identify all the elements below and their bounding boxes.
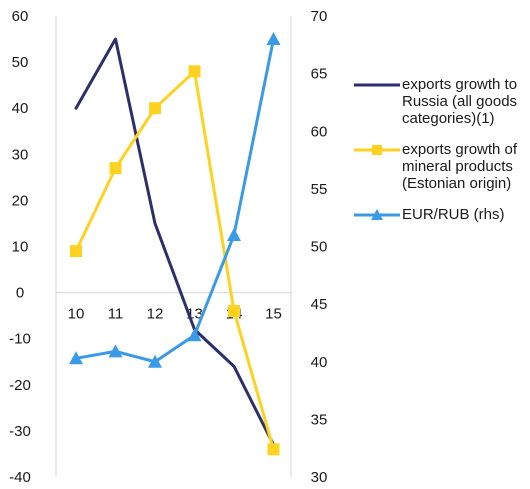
x-axis-ticks: 101112131415 xyxy=(68,306,282,323)
legend-label: exports growth of mineral products (Esto… xyxy=(402,141,518,192)
left-tick-label: 20 xyxy=(12,192,29,209)
left-tick-label: 30 xyxy=(12,146,29,163)
legend-key-square-marker xyxy=(354,141,402,159)
x-tick-label: 10 xyxy=(68,306,85,323)
data-point-triangle xyxy=(266,32,281,46)
left-tick-label: 10 xyxy=(12,239,29,256)
left-tick-label: 50 xyxy=(12,54,29,71)
x-tick-label: 11 xyxy=(108,306,124,323)
legend-key-triangle-marker xyxy=(354,206,402,224)
data-point-square xyxy=(188,65,201,78)
right-tick-label: 65 xyxy=(311,66,328,83)
right-tick-label: 55 xyxy=(311,181,328,198)
legend-label: EUR/RUB (rhs) xyxy=(402,206,505,223)
x-tick-label: 15 xyxy=(265,306,282,323)
series-0 xyxy=(74,37,275,447)
series-line xyxy=(74,69,275,451)
legend: exports growth to Russia (all goods cate… xyxy=(354,76,530,238)
series-2 xyxy=(69,32,281,368)
plot-frame xyxy=(55,16,292,477)
left-tick-label: 0 xyxy=(16,285,24,302)
data-point-square xyxy=(70,245,82,258)
right-tick-label: 70 xyxy=(311,8,328,25)
right-tick-label: 45 xyxy=(311,296,328,313)
left-tick-label: -30 xyxy=(9,423,31,440)
legend-key-line xyxy=(354,76,402,94)
series-line xyxy=(74,37,275,447)
series-1 xyxy=(70,65,280,456)
right-tick-label: 35 xyxy=(311,411,328,428)
legend-item-mineral-products: exports growth of mineral products (Esto… xyxy=(354,141,530,192)
left-tick-label: -10 xyxy=(9,331,31,348)
data-point-triangle xyxy=(227,227,241,241)
legend-label: exports growth to Russia (all goods cate… xyxy=(402,76,518,127)
data-point-square xyxy=(149,102,161,115)
right-axis-ticks: 30 35 40 45 50 55 60 65 70 xyxy=(311,8,328,486)
left-tick-label: -20 xyxy=(9,377,31,394)
right-tick-label: 60 xyxy=(311,123,328,140)
left-tick-label: 40 xyxy=(12,100,29,117)
data-point-triangle xyxy=(69,351,83,365)
right-tick-label: 40 xyxy=(311,354,328,371)
data-point-triangle xyxy=(148,354,162,368)
series-line xyxy=(74,37,275,364)
right-tick-label: 50 xyxy=(311,239,328,256)
data-point-square xyxy=(109,162,122,175)
data-point-triangle xyxy=(108,344,123,358)
right-tick-label: 30 xyxy=(311,469,328,486)
legend-item-russia-exports: exports growth to Russia (all goods cate… xyxy=(354,76,530,127)
left-tick-label: 60 xyxy=(12,8,29,25)
data-point-square xyxy=(228,305,240,318)
left-tick-label: -40 xyxy=(9,469,31,486)
x-tick-label: 12 xyxy=(147,306,164,323)
data-point-square xyxy=(267,443,280,456)
series-layer xyxy=(69,32,281,456)
legend-item-eur-rub: EUR/RUB (rhs) xyxy=(354,206,530,224)
left-axis-ticks: -40 -30 -20 -10 0 10 20 30 40 50 60 xyxy=(9,8,31,486)
data-point-triangle xyxy=(187,328,202,342)
